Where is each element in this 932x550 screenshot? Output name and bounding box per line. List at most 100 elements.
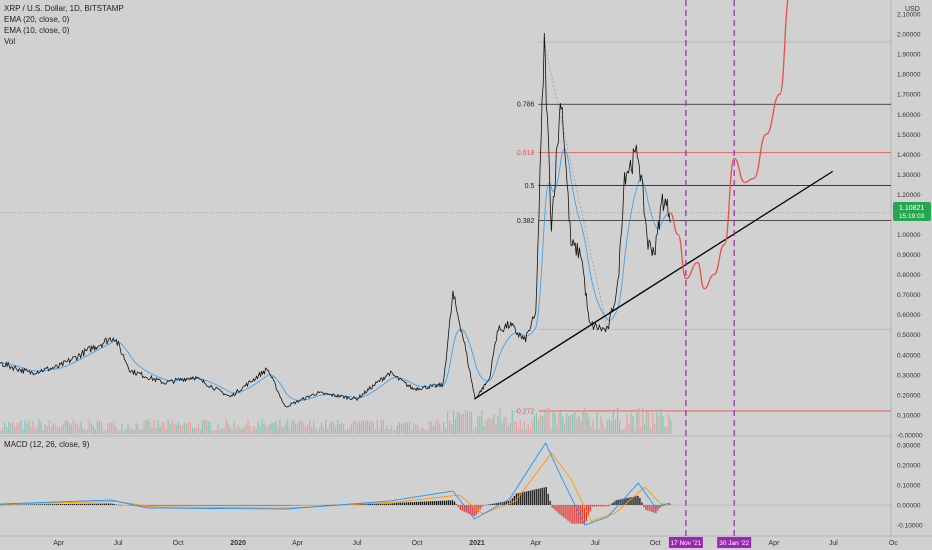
macd-histogram-bar (421, 501, 424, 505)
price-badge-countdown: 15:19:03 (899, 213, 925, 220)
date-marker-label: 17 Nov '21 (670, 540, 701, 547)
volume-bar (370, 420, 373, 434)
macd-histogram-bar (451, 500, 454, 505)
fib-level-label: 0.382 (517, 218, 535, 225)
macd-histogram-bar (249, 505, 251, 507)
volume-bar (297, 424, 299, 434)
volume-bar (295, 423, 297, 434)
volume-bar (511, 410, 513, 434)
volume-bar (572, 414, 574, 434)
volume-bar (495, 423, 497, 434)
macd-histogram-bar (379, 503, 381, 505)
time-tick-label: Jul (591, 540, 600, 547)
volume-bar (660, 408, 662, 434)
macd-histogram-bar (95, 503, 98, 505)
macd-histogram-bar (567, 505, 569, 521)
volume-bar (161, 422, 163, 434)
macd-histogram-bar (669, 504, 671, 505)
volume-bar (265, 426, 267, 434)
macd-histogram-bar (139, 505, 141, 507)
macd-histogram-bar (431, 501, 434, 505)
macd-histogram-bar (389, 503, 391, 505)
macd-histogram-bar (457, 505, 460, 508)
macd-histogram-bar (385, 503, 387, 505)
volume-bar (546, 407, 548, 434)
volume-bar (245, 424, 247, 434)
volume-bar (656, 412, 658, 434)
volume-bar (632, 416, 634, 434)
macd-histogram-bar (537, 488, 539, 505)
time-tick-label: Apr (769, 540, 781, 547)
volume-bar (26, 423, 28, 434)
volume-bar (58, 426, 60, 434)
macd-histogram-bar (663, 505, 665, 506)
macd-histogram-bar (151, 505, 153, 507)
macd-axis: 0.30000 0.20000 0.10000 0.00000 -0.10000 (897, 443, 923, 530)
macd-histogram-bar (159, 505, 161, 507)
volume-bar (227, 422, 229, 434)
macd-histogram-bar (281, 505, 283, 507)
macd-histogram-bar (295, 505, 297, 506)
macd-histogram-bar (561, 505, 563, 516)
macd-histogram-bar (69, 503, 72, 505)
volume-bar (578, 415, 580, 434)
macd-histogram-bar (525, 491, 527, 505)
macd-histogram-bar (127, 505, 130, 506)
macd-histogram-bar (367, 504, 369, 505)
volume-bar (84, 430, 86, 434)
macd-tick-label: 0.30000 (897, 443, 921, 450)
macd-histogram-bar (73, 503, 76, 505)
macd-histogram-bar (271, 505, 273, 507)
volume-bar (34, 429, 36, 434)
volume-bar (622, 430, 624, 434)
volume-bar (626, 415, 628, 434)
macd-histogram-bar (439, 500, 442, 505)
price-tick-label: 1.70000 (897, 92, 921, 99)
volume-bar (658, 415, 660, 434)
macd-histogram-bar (235, 505, 237, 507)
macd-histogram-bar (269, 505, 271, 507)
volume-bar (329, 423, 331, 434)
macd-histogram-bar (583, 505, 586, 524)
volume-bar (82, 429, 84, 434)
time-tick-label: Jul (352, 540, 361, 547)
volume-bar (139, 429, 141, 434)
volume-bar (487, 418, 489, 434)
volume-bar (68, 423, 70, 434)
volume-bar (644, 424, 646, 434)
volume-bar (384, 428, 386, 434)
volume-bar (640, 426, 642, 434)
volume-bar (460, 414, 462, 434)
volume-bar (199, 430, 201, 434)
volume-bar (435, 421, 437, 434)
volume-bar (335, 427, 337, 434)
macd-histogram-bar (129, 505, 132, 506)
volume-bar (293, 420, 295, 434)
volume-bar (582, 410, 584, 434)
volume-bar (201, 421, 203, 434)
volume-bar (125, 428, 127, 434)
volume-bar (404, 421, 407, 434)
volume-bar (247, 419, 249, 434)
date-marker-label: 30 Jan '22 (719, 540, 749, 547)
macd-histogram-bar (233, 505, 235, 507)
time-tick-label: Oct (650, 540, 661, 547)
volume-bar (525, 428, 527, 434)
volume-bar (92, 425, 94, 434)
macd-histogram-bar (301, 505, 303, 506)
volume-bar (634, 430, 636, 434)
time-tick-label: Oc (889, 540, 898, 547)
volume-bar (390, 425, 392, 434)
volume-bar (398, 422, 400, 434)
volume-bar (380, 419, 382, 434)
macd-histogram-bar (105, 503, 108, 505)
macd-histogram-bar (491, 503, 493, 505)
macd-histogram-bar (97, 503, 100, 505)
volume-bar (501, 423, 503, 434)
macd-histogram-bar (399, 502, 401, 505)
macd-histogram-bar (75, 503, 78, 505)
macd-histogram-bar (533, 489, 535, 505)
volume-bar (347, 428, 349, 434)
macd-histogram-bar (541, 487, 543, 505)
